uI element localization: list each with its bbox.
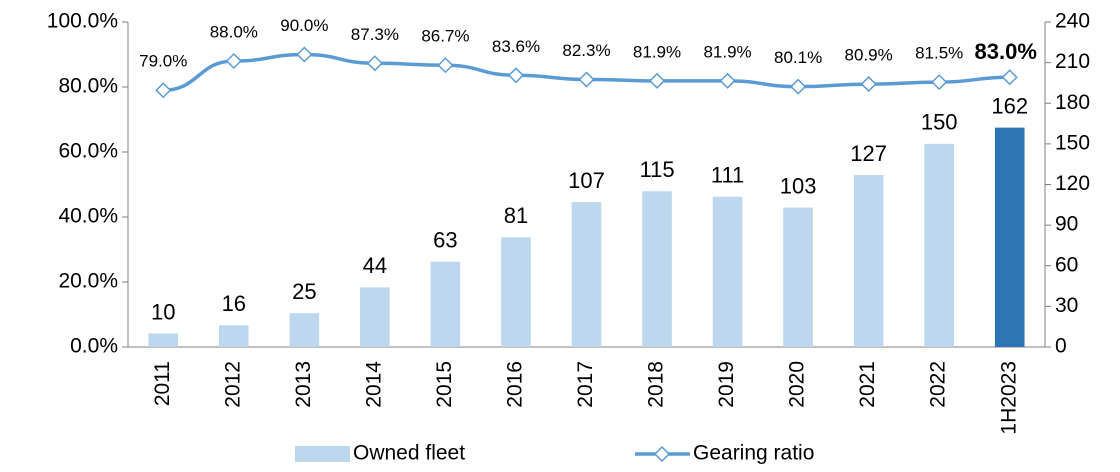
bar (501, 237, 531, 347)
y2-tick-label: 240 (1055, 10, 1090, 33)
y-tick-label: 100.0% (47, 10, 118, 33)
y2-tick-label: 0 (1055, 335, 1067, 358)
line-value-label: 81.5% (915, 44, 963, 63)
line-value-label: 83.6% (492, 37, 540, 56)
bar-value-label: 16 (222, 291, 246, 316)
y2-tick-label: 60 (1055, 253, 1078, 276)
marker (931, 74, 948, 91)
marker (578, 71, 595, 88)
marker (296, 46, 313, 63)
marker (1001, 69, 1018, 86)
bar (994, 127, 1025, 347)
legend-swatch (295, 446, 350, 462)
line-value-label: 79.0% (139, 52, 187, 71)
bar (712, 196, 743, 347)
y2-tick-label: 90 (1055, 213, 1078, 236)
legend-label: Owned fleet (353, 442, 465, 465)
bar (289, 313, 320, 347)
bar-value-label: 127 (850, 141, 887, 166)
bar (924, 143, 955, 347)
marker (860, 76, 877, 93)
bar-value-label: 81 (504, 203, 528, 228)
x-tick-label: 2015 (433, 361, 456, 408)
bar (853, 175, 884, 347)
x-tick-label: 2022 (927, 361, 950, 408)
bar (218, 325, 249, 347)
bar (642, 191, 672, 347)
bar (360, 287, 390, 347)
x-tick-label: 2014 (362, 361, 385, 408)
y-tick-label: 80.0% (58, 75, 118, 98)
line-value-label: 80.1% (774, 48, 822, 67)
line-value-label: 80.9% (845, 46, 893, 65)
line-value-label: 81.9% (633, 42, 681, 61)
line-value-label: 86.7% (421, 27, 469, 46)
bar-value-label: 44 (363, 253, 387, 278)
y-tick-label: 60.0% (58, 140, 118, 163)
line-value-label: 90.0% (280, 16, 328, 35)
y2-tick-label: 180 (1055, 91, 1090, 114)
marker (719, 72, 736, 89)
legend-label: Gearing ratio (693, 442, 814, 465)
y2-tick-label: 150 (1055, 131, 1090, 154)
bar (571, 202, 602, 347)
x-tick-label: 2021 (856, 361, 879, 408)
bar-value-label: 63 (433, 228, 457, 253)
bar-value-label: 107 (568, 168, 605, 193)
marker (507, 67, 525, 84)
x-tick-label: 1H2023 (997, 361, 1020, 435)
y-tick-label: 40.0% (58, 205, 118, 228)
bar-value-label: 115 (639, 157, 674, 182)
marker (437, 57, 454, 74)
bar-value-label: 10 (151, 299, 175, 324)
bar (430, 261, 461, 347)
y2-tick-label: 30 (1055, 294, 1078, 317)
y2-tick-label: 210 (1055, 50, 1090, 73)
x-tick-label: 2012 (221, 361, 244, 408)
x-tick-label: 2011 (151, 361, 174, 406)
bar-value-label: 111 (711, 163, 744, 188)
x-tick-label: 2018 (645, 361, 668, 408)
legend-marker (653, 445, 671, 463)
x-tick-label: 2020 (786, 361, 809, 408)
bar (783, 207, 813, 347)
marker (648, 72, 666, 89)
x-tick-label: 2017 (574, 361, 597, 408)
line-value-label: 88.0% (210, 22, 258, 41)
y-tick-label: 20.0% (58, 270, 118, 293)
line-value-label: 82.3% (562, 41, 610, 60)
x-tick-label: 2013 (292, 361, 315, 408)
bar-value-label: 103 (780, 173, 817, 198)
marker (225, 52, 242, 70)
x-tick-label: 2016 (504, 361, 527, 408)
marker (155, 82, 172, 99)
bar-value-label: 150 (921, 110, 958, 135)
marker (366, 55, 383, 72)
bar-value-label: 162 (991, 93, 1028, 118)
x-tick-label: 2019 (715, 361, 738, 408)
y-tick-label: 0.0% (70, 335, 118, 358)
bar-value-label: 25 (292, 279, 316, 304)
line-value-label: 81.9% (703, 42, 751, 61)
y2-tick-label: 120 (1055, 172, 1090, 195)
line-value-label: 83.0% (975, 39, 1037, 64)
bar (148, 333, 179, 347)
line-value-label: 87.3% (351, 25, 399, 44)
marker (790, 78, 807, 95)
